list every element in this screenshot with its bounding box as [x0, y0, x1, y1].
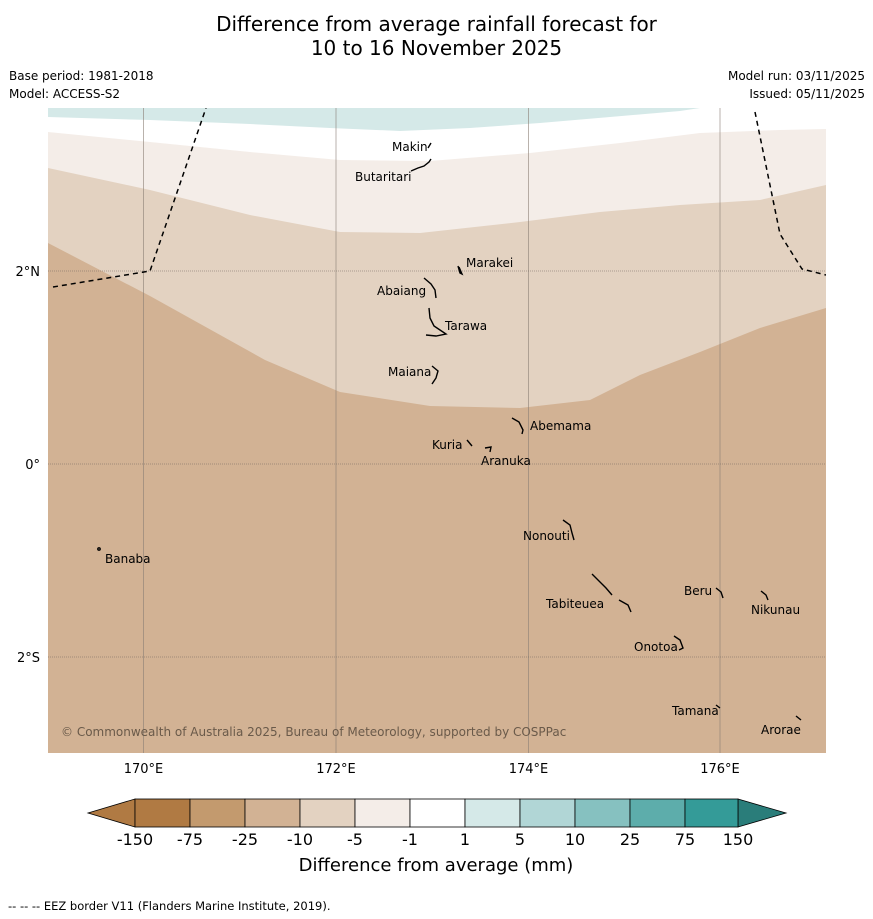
colorbar-segment	[409, 798, 466, 828]
meta-left: Base period: 1981-2018 Model: ACCESS-S2	[9, 67, 154, 103]
lon-label-170e: 170°E	[124, 762, 164, 777]
label-tarawa: Tarawa	[444, 319, 487, 333]
band-1-to-5	[48, 108, 700, 131]
colorbar-tick-labels: -150 -75 -25 -10 -5 -1 1 5 10 25 75 150	[117, 830, 753, 849]
parallel-gridlines	[48, 270, 826, 658]
lat-label-2n: 2°N	[16, 265, 41, 280]
rainfall-map-area: Makin Butaritari Marakei Abaiang Tarawa …	[48, 108, 826, 753]
map-title: Difference from average rainfall forecas…	[0, 12, 873, 60]
island-marakei-outline	[457, 265, 464, 276]
island-labels: Makin Butaritari Marakei Abaiang Tarawa …	[105, 140, 801, 737]
model-text: Model: ACCESS-S2	[9, 87, 121, 101]
colorbar-tick-label: 75	[675, 830, 695, 849]
label-marakei: Marakei	[466, 256, 513, 270]
label-kuria: Kuria	[432, 438, 463, 452]
lon-label-174e: 174°E	[509, 762, 549, 777]
island-arorae-outline	[795, 715, 802, 721]
colorbar-extend-low	[86, 798, 136, 828]
latitude-labels: 2°N 0° 2°S	[16, 265, 41, 666]
eez-footnote: -- -- -- EEZ border V11 (Flanders Marine…	[8, 899, 331, 913]
colorbar-tick-label: 5	[515, 830, 525, 849]
colorbar-segment	[519, 798, 576, 828]
label-nikunau: Nikunau	[751, 603, 800, 617]
colorbar-extend-high	[737, 798, 788, 828]
colorbar-tick-label: 10	[565, 830, 585, 849]
island-kuria-outline	[466, 439, 473, 447]
colorbar-segment	[464, 798, 521, 828]
island-abaiang-outline	[423, 277, 437, 299]
title-line-2: 10 to 16 November 2025	[310, 36, 563, 60]
island-nikunau-outline	[760, 590, 769, 601]
colorbar-tick-label: 150	[723, 830, 754, 849]
label-beru: Beru	[684, 584, 712, 598]
island-maiana-outline	[431, 365, 439, 385]
eez-border	[52, 108, 826, 288]
label-tabiteuea: Tabiteuea	[545, 597, 604, 611]
colorbar-segment	[629, 798, 686, 828]
island-butaritari-outline	[410, 158, 432, 172]
label-butaritari: Butaritari	[355, 170, 412, 184]
label-makin: Makin	[392, 140, 428, 154]
colorbar-tick-label: -5	[347, 830, 363, 849]
title-line-1: Difference from average rainfall forecas…	[216, 12, 657, 36]
island-abemama-outline	[511, 417, 524, 435]
label-nonouti: Nonouti	[523, 529, 570, 543]
colorbar-tick-label: -150	[117, 830, 153, 849]
colorbar-segment	[354, 798, 411, 828]
label-banaba: Banaba	[105, 552, 151, 566]
colorbar-tick-label: -25	[232, 830, 258, 849]
island-beru-outline	[715, 587, 724, 599]
eez-border-east	[754, 111, 826, 276]
copyright-text: © Commonwealth of Australia 2025, Bureau…	[61, 725, 566, 739]
base-period-text: Base period: 1981-2018	[9, 69, 154, 83]
label-abemama: Abemama	[530, 419, 591, 433]
label-maiana: Maiana	[388, 365, 431, 379]
colorbar-tick-label: 25	[620, 830, 640, 849]
colorbar: -150 -75 -25 -10 -5 -1 1 5 10 25 75 150 …	[86, 798, 788, 876]
colorbar-tick-label: 1	[460, 830, 470, 849]
label-tamana: Tamana	[671, 704, 719, 718]
colorbar-segment	[189, 798, 246, 828]
island-nonouti-outline	[562, 519, 575, 541]
label-onotoa: Onotoa	[634, 640, 678, 654]
lat-label-2s: 2°S	[17, 651, 40, 666]
meta-right: Model run: 03/11/2025 Issued: 05/11/2025	[728, 67, 865, 103]
colorbar-segment	[244, 798, 301, 828]
island-tamana-outline	[715, 704, 721, 709]
label-arorae: Arorae	[761, 723, 801, 737]
island-outlines	[97, 142, 802, 721]
lon-label-172e: 172°E	[316, 762, 356, 777]
map-gridlines	[143, 108, 721, 753]
label-aranuka: Aranuka	[481, 454, 531, 468]
colorbar-tick-label: -75	[177, 830, 203, 849]
island-banaba-outline	[97, 547, 101, 551]
colorbar-tick-label: -1	[402, 830, 418, 849]
island-aranuka-outline	[484, 446, 492, 453]
label-abaiang: Abaiang	[377, 284, 426, 298]
island-tarawa-outline	[425, 307, 448, 337]
island-onotoa-outline	[673, 635, 684, 651]
lat-label-0: 0°	[25, 458, 40, 473]
colorbar-label: Difference from average (mm)	[299, 855, 574, 876]
issued-text: Issued: 05/11/2025	[749, 87, 865, 101]
lon-label-176e: 176°E	[700, 762, 740, 777]
model-run-text: Model run: 03/11/2025	[727, 69, 865, 83]
colorbar-segment	[684, 798, 739, 828]
colorbar-segment	[299, 798, 356, 828]
colorbar-segment	[574, 798, 631, 828]
colorbar-tick-label: -10	[287, 830, 313, 849]
island-makin-outline	[427, 142, 432, 149]
longitude-labels: 170°E 172°E 174°E 176°E	[124, 762, 740, 777]
island-tabiteuea-outline	[591, 573, 632, 613]
colorbar-segment	[134, 798, 191, 828]
